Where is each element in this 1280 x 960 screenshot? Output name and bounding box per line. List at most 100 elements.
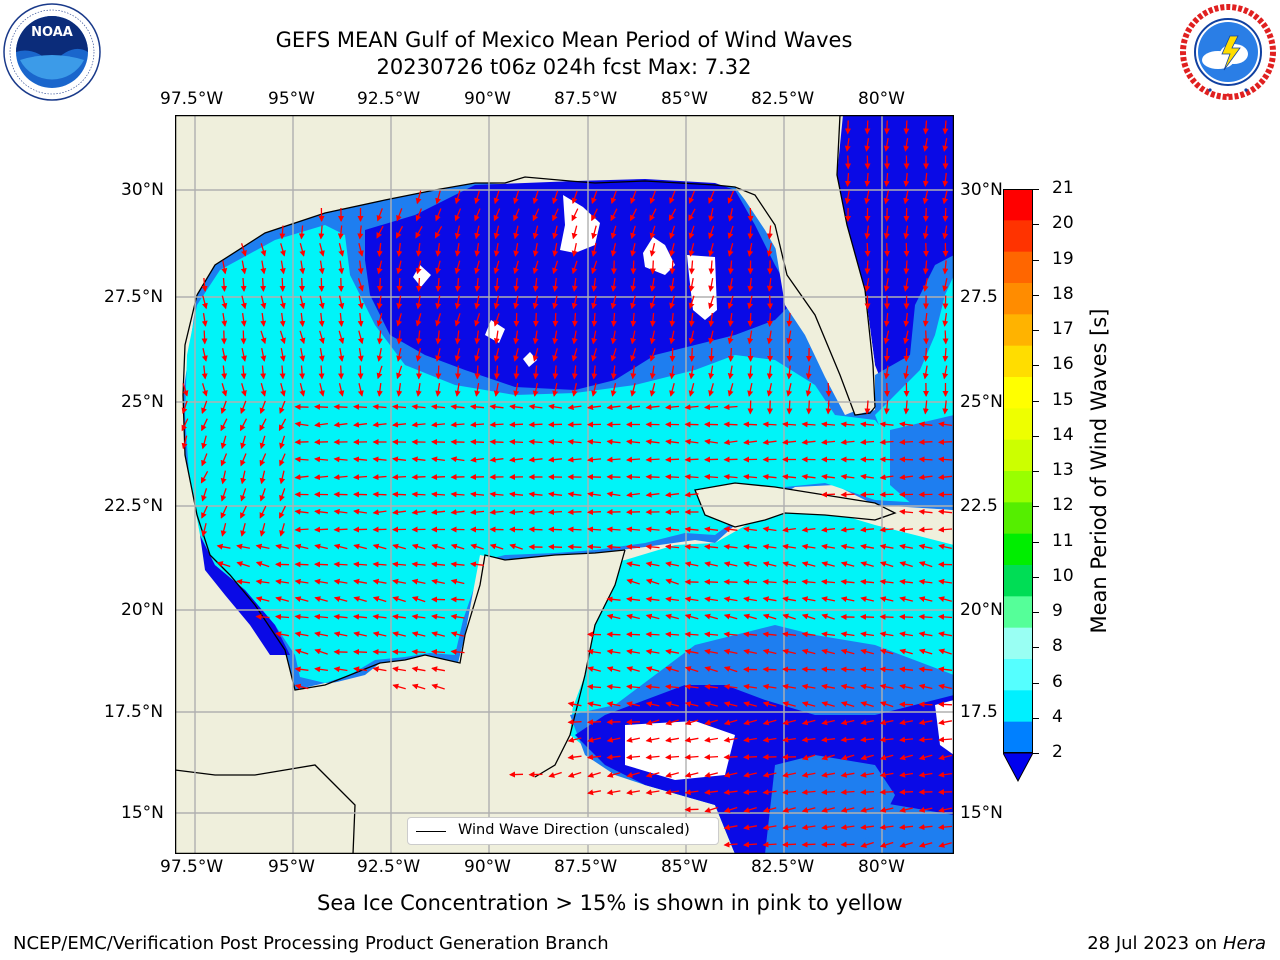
- wind-wave-arrow: [786, 400, 793, 415]
- wind-wave-arrow: [255, 561, 270, 568]
- wind-wave-arrow: [903, 400, 910, 415]
- wind-wave-arrow: [221, 277, 228, 292]
- wind-wave-arrow: [372, 456, 387, 463]
- wind-wave-arrow: [688, 347, 695, 362]
- colorbar-tick-mark: [1033, 753, 1039, 754]
- wind-wave-arrow: [259, 453, 267, 467]
- wind-wave-arrow: [392, 596, 406, 603]
- wind-wave-arrow: [626, 789, 641, 796]
- wind-wave-arrow: [450, 613, 465, 620]
- wind-wave-arrow: [470, 421, 485, 428]
- wind-wave-arrow: [883, 225, 890, 240]
- wind-wave-arrow: [279, 505, 286, 519]
- wind-wave-arrow: [567, 526, 582, 533]
- wind-wave-arrow: [201, 400, 208, 415]
- wind-wave-arrow: [411, 403, 426, 410]
- wind-wave-arrow: [587, 771, 601, 778]
- wind-wave-arrow: [649, 190, 656, 205]
- wind-wave-arrow: [821, 439, 836, 446]
- wind-wave-arrow: [333, 613, 348, 620]
- wind-wave-arrow: [918, 771, 933, 778]
- wind-wave-arrow: [645, 666, 660, 672]
- wind-wave-arrow: [376, 225, 384, 239]
- wind-wave-arrow: [202, 295, 208, 310]
- wind-wave-arrow: [474, 242, 481, 257]
- wind-wave-arrow: [280, 383, 286, 397]
- wind-wave-arrow: [415, 277, 422, 292]
- wind-wave-arrow: [766, 365, 773, 380]
- wind-wave-arrow: [762, 421, 777, 428]
- wind-wave-arrow: [567, 404, 582, 411]
- wind-wave-arrow: [840, 473, 855, 480]
- colorbar-cell: [1003, 627, 1033, 660]
- wind-wave-arrow: [762, 439, 777, 446]
- wind-wave-arrow: [318, 365, 325, 380]
- wind-wave-arrow: [727, 277, 734, 292]
- wind-wave-arrow: [762, 719, 777, 726]
- wind-wave-arrow: [201, 383, 208, 397]
- colorbar-tick-label: 15: [1052, 389, 1074, 410]
- colorbar-tick-label: 19: [1052, 248, 1074, 269]
- wind-wave-arrow: [801, 561, 816, 567]
- wind-wave-arrow: [279, 277, 286, 292]
- land-florida: [775, 175, 875, 415]
- wind-wave-arrow: [766, 383, 773, 397]
- wind-wave-arrow: [704, 526, 719, 533]
- wind-wave-arrow: [610, 330, 617, 345]
- wind-wave-arrow: [201, 488, 208, 502]
- wind-wave-arrow: [259, 488, 266, 502]
- wind-wave-arrow: [704, 543, 719, 550]
- legend-label: Wind Wave Direction (unscaled): [458, 822, 690, 838]
- wind-wave-arrow: [665, 526, 680, 533]
- wind-wave-arrow: [860, 754, 874, 761]
- wind-wave-arrow: [801, 666, 816, 673]
- wind-wave-arrow: [840, 648, 855, 655]
- wind-wave-arrow: [434, 225, 443, 239]
- wind-wave-arrow: [704, 578, 719, 585]
- wind-wave-arrow: [762, 526, 777, 533]
- wind-wave-arrow: [610, 225, 617, 240]
- wind-wave-arrow: [376, 313, 383, 327]
- wind-wave-arrow: [606, 543, 621, 550]
- wind-wave-arrow: [314, 613, 329, 620]
- wind-wave-arrow: [626, 631, 641, 638]
- wind-wave-arrow: [259, 523, 266, 537]
- wind-wave-arrow: [279, 435, 286, 450]
- wind-wave-arrow: [431, 456, 445, 463]
- wind-wave-arrow: [743, 683, 758, 690]
- wind-wave-arrow: [688, 277, 695, 292]
- wind-wave-arrow: [899, 789, 914, 796]
- wind-wave-arrow: [319, 330, 325, 345]
- wind-wave-arrow: [240, 400, 247, 415]
- wind-wave-arrow: [762, 648, 777, 655]
- wind-wave-arrow: [454, 330, 461, 345]
- wind-wave-arrow: [938, 806, 953, 813]
- wind-wave-arrow: [548, 509, 563, 516]
- colorbar-label: Mean Period of Wind Waves [s]: [1087, 308, 1111, 634]
- wind-wave-arrow: [669, 260, 676, 275]
- lat-label: 30°N: [960, 180, 1003, 200]
- wind-wave-arrow: [415, 243, 422, 257]
- wind-wave-arrow: [450, 421, 465, 428]
- wind-wave-arrow: [314, 666, 328, 673]
- wind-wave-arrow: [626, 596, 641, 603]
- map-title: GEFS MEAN Gulf of Mexico Mean Period of …: [275, 28, 853, 52]
- wind-wave-arrow: [587, 701, 602, 708]
- wind-wave-arrow: [825, 382, 832, 397]
- wind-wave-arrow: [260, 313, 267, 327]
- wind-wave-arrow: [684, 596, 699, 603]
- wind-wave-arrow: [782, 807, 796, 813]
- wind-wave-arrow: [786, 365, 793, 380]
- wind-wave-arrow: [938, 754, 952, 761]
- wind-wave-arrow: [571, 278, 578, 292]
- wind-wave-arrow: [299, 260, 306, 275]
- wind-wave-arrow: [879, 683, 894, 690]
- wind-wave-arrow: [626, 456, 641, 463]
- wind-wave-arrow: [220, 400, 227, 415]
- wind-wave-arrow: [665, 631, 680, 638]
- colorbar-tick-label: 4: [1052, 706, 1063, 727]
- wind-wave-arrow: [747, 225, 754, 240]
- wind-wave-arrow: [938, 824, 953, 831]
- footer-right: 28 Jul 2023 on Hera: [1087, 933, 1266, 954]
- wind-wave-arrow: [552, 382, 559, 397]
